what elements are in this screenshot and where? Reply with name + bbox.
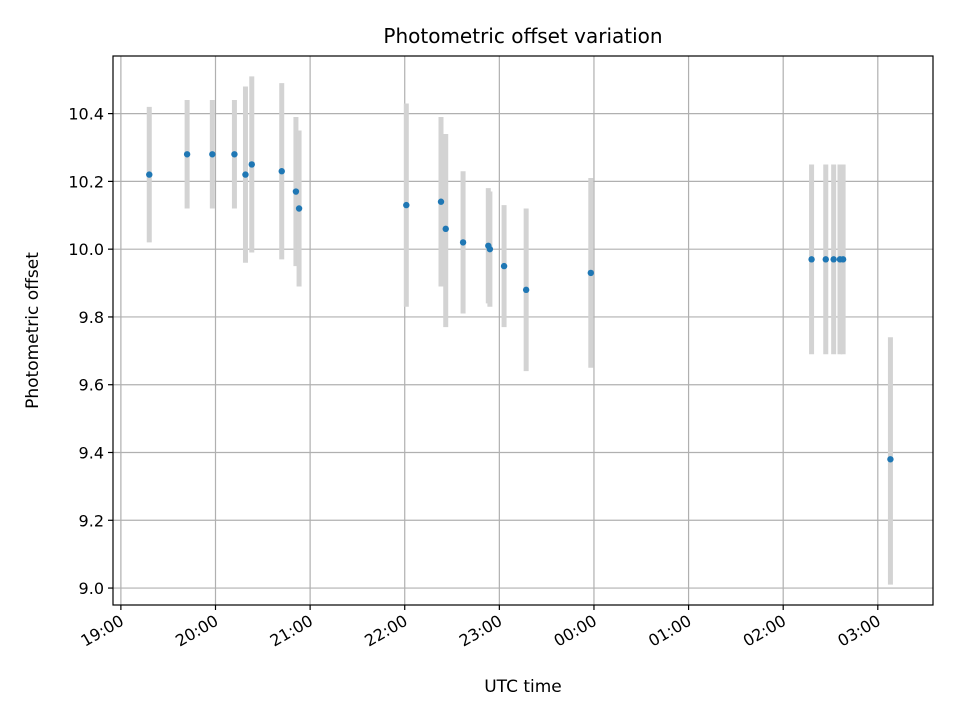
data-point xyxy=(278,168,285,175)
x-tick-label: 19:00 xyxy=(77,611,126,651)
data-point xyxy=(209,151,216,158)
error-bars xyxy=(146,76,893,585)
x-tick-label: 02:00 xyxy=(740,611,789,651)
data-point xyxy=(486,245,494,253)
grid xyxy=(113,56,933,605)
x-axis-label: UTC time xyxy=(484,677,562,697)
data-point xyxy=(839,256,847,263)
data-point xyxy=(459,239,467,246)
data-point xyxy=(587,269,595,277)
y-tick-label: 9.4 xyxy=(79,444,104,463)
data-point xyxy=(437,198,445,205)
data-points xyxy=(146,151,894,463)
data-point xyxy=(295,205,303,212)
data-point xyxy=(830,256,837,263)
x-tick-label: 23:00 xyxy=(456,611,505,651)
x-tick-label: 20:00 xyxy=(172,611,221,651)
data-point xyxy=(808,256,815,263)
x-tick-label: 01:00 xyxy=(645,611,694,651)
y-tick-label: 10.2 xyxy=(68,172,104,191)
data-point xyxy=(403,201,410,209)
y-axis-label: Photometric offset xyxy=(23,252,43,409)
data-point xyxy=(822,256,829,263)
data-point xyxy=(248,161,255,168)
data-point xyxy=(500,262,508,270)
data-point xyxy=(242,171,249,178)
data-point xyxy=(887,456,894,463)
x-tick-label: 00:00 xyxy=(551,611,600,651)
y-tick-label: 9.6 xyxy=(79,376,104,395)
data-point xyxy=(292,188,300,195)
data-point xyxy=(146,171,153,178)
y-tick-label: 9.2 xyxy=(79,511,104,530)
data-point xyxy=(442,225,449,233)
plot-frame xyxy=(112,55,934,606)
data-point xyxy=(522,286,530,294)
x-tick-label: 22:00 xyxy=(361,611,410,651)
y-tick-label: 9.8 xyxy=(79,308,104,327)
y-tick-label: 9.0 xyxy=(79,579,104,598)
x-axis: 19:00 20:00 21:00 22:00 23:00 00:00 01:00 02:00… xyxy=(77,605,884,651)
chart-title: Photometric offset variation xyxy=(383,24,662,48)
y-tick-label: 10.0 xyxy=(68,240,104,259)
y-axis: 9.0 9.2 9.4 9.6 9.8 10.0 10.2 10.4 xyxy=(68,105,113,598)
data-point xyxy=(231,151,238,158)
y-tick-label: 10.4 xyxy=(68,105,104,124)
x-tick-label: 21:00 xyxy=(267,611,316,651)
x-tick-label: 03:00 xyxy=(834,611,883,651)
data-point xyxy=(183,151,191,158)
